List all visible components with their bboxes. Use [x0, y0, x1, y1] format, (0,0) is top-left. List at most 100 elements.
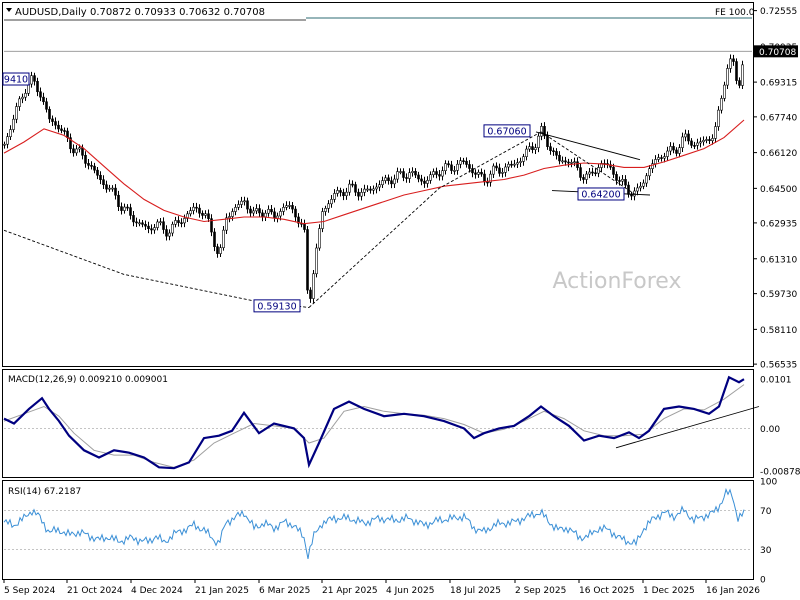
channel-trendline [535, 131, 641, 161]
candle [93, 162, 96, 174]
annotation-label: 0.59130 [257, 301, 296, 312]
candle [651, 159, 654, 174]
candle-body [471, 168, 474, 174]
candle [258, 204, 261, 217]
candle [312, 269, 315, 303]
candle-body [105, 184, 108, 190]
candle [45, 97, 48, 113]
candle [162, 217, 165, 234]
candle-body [540, 126, 543, 137]
price-axis-label: 0.64500 [760, 185, 797, 195]
candle [555, 148, 558, 160]
candle-body [678, 147, 681, 154]
date-axis-label: 4 Dec 2024 [131, 586, 183, 596]
candle-body [399, 171, 402, 173]
candle [357, 188, 360, 201]
candle-body [591, 171, 594, 174]
candle-body [483, 173, 486, 183]
candle-body [81, 147, 84, 156]
date-axis-label: 16 Oct 2025 [579, 586, 635, 596]
candle-body [108, 187, 111, 190]
candle [201, 210, 204, 220]
candle [588, 168, 591, 179]
macd-trendline [615, 406, 760, 449]
macd-panel-frame [2, 369, 754, 478]
candle-body [720, 98, 723, 111]
candle [99, 171, 102, 185]
candle [114, 184, 117, 200]
candle-body [273, 211, 276, 219]
candle [423, 176, 426, 188]
candle [594, 168, 597, 177]
candle-body [48, 108, 51, 120]
candle [96, 167, 99, 180]
candle-body [231, 211, 234, 217]
candle-body [333, 193, 336, 200]
candle [177, 216, 180, 227]
macd-axis-label: -0.008786 [760, 468, 800, 478]
candle-body [648, 168, 651, 177]
candle-body [294, 208, 297, 218]
candle-body [129, 207, 132, 216]
candle [348, 179, 351, 196]
candle-body [96, 169, 99, 176]
candle [528, 142, 531, 152]
candle-body [687, 133, 690, 142]
candle [474, 169, 477, 179]
candle [531, 142, 534, 154]
candle [36, 77, 39, 97]
candle-body [60, 128, 63, 131]
candle [591, 167, 594, 177]
candle-body [258, 208, 261, 214]
candle-body [234, 207, 237, 212]
candle-body [657, 157, 660, 160]
candle [549, 142, 552, 155]
candle [414, 168, 417, 179]
date-axis-label: 16 Jan 2026 [706, 586, 760, 596]
candle [675, 147, 678, 157]
candle-body [615, 174, 618, 181]
candle-body [573, 161, 576, 164]
candle-body [246, 200, 249, 210]
candle [390, 176, 393, 189]
candle-body [42, 96, 45, 103]
price-axis-label: 0.69315 [760, 79, 797, 89]
candle-body [57, 124, 60, 130]
candle [513, 159, 516, 168]
candle [159, 217, 162, 226]
candle [624, 175, 627, 189]
candle [462, 157, 465, 165]
candle-body [558, 154, 561, 162]
candle [399, 168, 402, 175]
candle-body [468, 164, 471, 169]
candle [522, 153, 525, 166]
candle-body [378, 184, 381, 188]
candle [321, 207, 324, 233]
candle-body [147, 225, 150, 230]
rsi-title: RSI(14) 67.2187 [8, 487, 81, 497]
candle [717, 106, 720, 131]
candle-body [600, 163, 603, 168]
candle [369, 186, 372, 194]
candle [15, 102, 18, 124]
price-axis-label: 0.59730 [760, 290, 797, 300]
candle-body [381, 180, 384, 186]
candle-body [492, 165, 495, 175]
candle-body [21, 96, 24, 100]
candle-body [15, 106, 18, 120]
candle-body [516, 162, 519, 165]
candle [708, 136, 711, 145]
candle-body [660, 157, 663, 159]
candle [123, 203, 126, 214]
candle [453, 166, 456, 175]
candle-body [732, 58, 735, 62]
candle-body [225, 217, 228, 231]
candle-body [543, 126, 546, 137]
candle [351, 180, 354, 188]
candle-body [651, 163, 654, 169]
candle-body [216, 246, 219, 254]
price-header: AUDUSD,Daily 0.70872 0.70933 0.70632 0.7… [6, 7, 265, 18]
candle [174, 216, 177, 228]
candle-body [78, 147, 81, 150]
annotation-label: 0.64200 [581, 189, 620, 200]
